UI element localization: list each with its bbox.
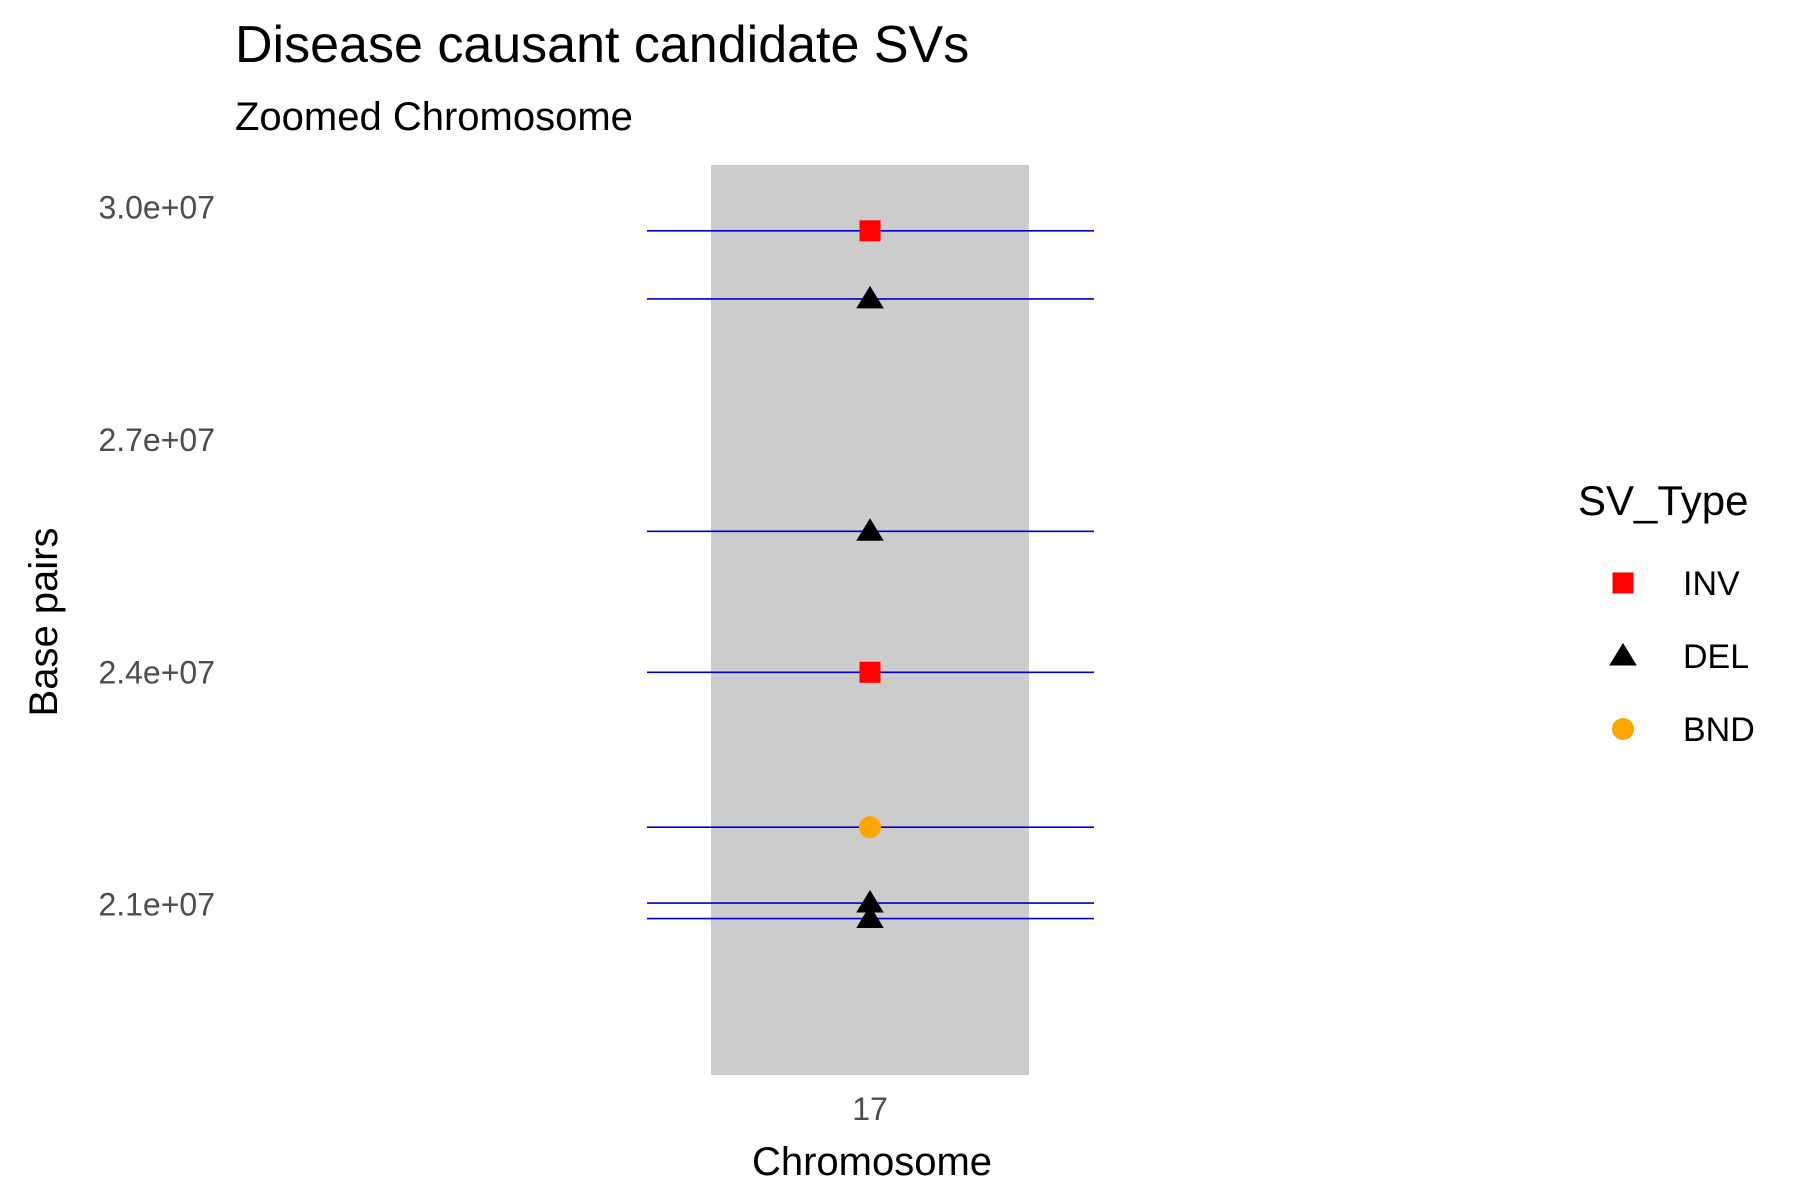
legend-label: INV xyxy=(1683,565,1740,603)
sv-points xyxy=(856,220,884,929)
y-tick-label: 2.1e+07 xyxy=(98,887,215,923)
plot-panel xyxy=(647,165,1094,1075)
sv-point-del xyxy=(856,889,884,913)
chart-title: Disease causant candidate SVs xyxy=(235,16,969,74)
sv-point-inv xyxy=(859,661,881,683)
y-axis-ticks: 2.1e+07 2.4e+07 2.7e+07 3.0e+07 xyxy=(98,190,215,923)
legend-title: SV_Type xyxy=(1578,477,1748,524)
sv-point-inv xyxy=(859,220,881,242)
sv-point-bnd xyxy=(858,816,882,839)
y-tick-label: 3.0e+07 xyxy=(98,190,215,226)
x-axis-title: Chromosome xyxy=(752,1140,992,1184)
y-axis-title: Base pairs xyxy=(22,528,66,717)
y-tick-label: 2.4e+07 xyxy=(98,654,215,690)
legend-key-del xyxy=(1609,642,1637,666)
chart-subtitle: Zoomed Chromosome xyxy=(235,95,633,139)
legend-label: BND xyxy=(1683,711,1755,749)
sv-point-del xyxy=(856,285,884,309)
legend-key-inv xyxy=(1612,572,1634,594)
legend-label: DEL xyxy=(1683,638,1749,676)
y-tick-label: 2.7e+07 xyxy=(98,422,215,458)
legend: SV_Type INV DEL BND xyxy=(1578,477,1755,749)
x-axis-ticks: 17 xyxy=(852,1091,888,1127)
legend-key-bnd xyxy=(1611,717,1635,741)
x-tick-label: 17 xyxy=(852,1091,888,1127)
sv-point-del xyxy=(856,518,884,541)
sv-point-del xyxy=(856,905,884,929)
